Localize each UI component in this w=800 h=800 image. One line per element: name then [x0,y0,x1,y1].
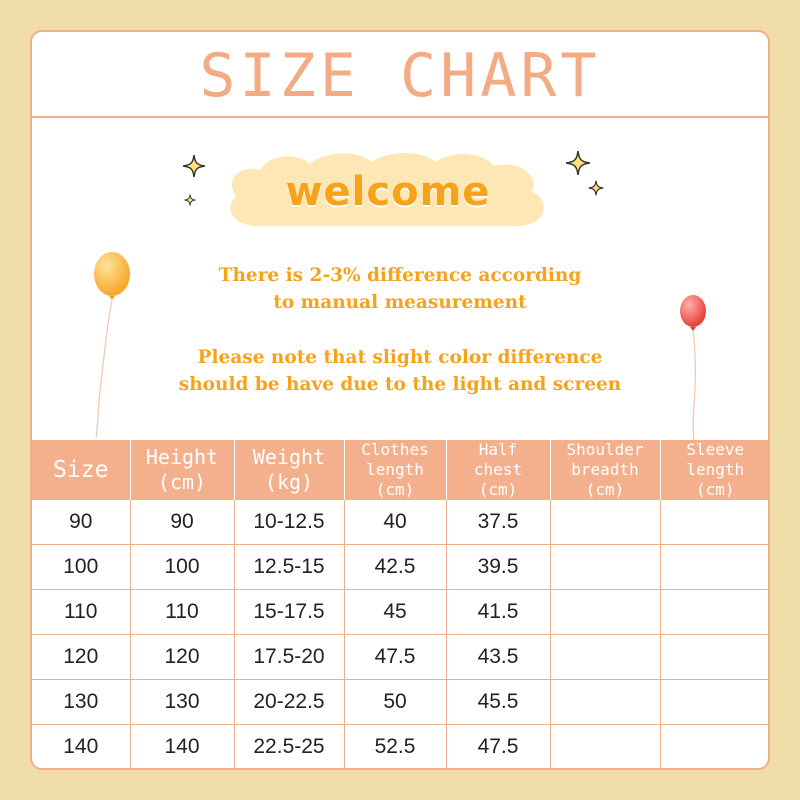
header-height: Height (cm) [130,440,235,500]
note-line: to manual measurement [273,292,527,313]
cell-size: 100 [32,544,131,590]
cell-height: 130 [130,679,235,725]
cell-sleeve-length [660,634,768,680]
cell-weight: 15-17.5 [234,589,345,635]
cell-half-chest: 43.5 [446,634,551,680]
cell-sleeve-length [660,589,768,635]
header-weight: Weight (kg) [234,440,345,500]
sparkle-icon [565,150,591,176]
cell-shoulder-breadth [550,634,661,680]
cell-clothes-length: 45 [344,589,447,635]
cell-weight: 10-12.5 [234,500,345,545]
table-row: 140 140 22.5-25 52.5 47.5 [32,724,768,769]
header-size: Size [32,440,131,500]
balloon-orange-icon [94,252,130,439]
cell-shoulder-breadth [550,724,661,768]
cell-weight: 22.5-25 [234,724,345,768]
welcome-text: welcome [285,169,491,215]
cell-clothes-length: 50 [344,679,447,725]
note-line: should be have due to the light and scre… [178,374,622,395]
cell-sleeve-length [660,544,768,590]
note-line: Please note that slight color difference [197,347,603,368]
page-title: SIZE CHART [199,41,601,111]
size-table: Size Height (cm) Weight (kg) Clothes len… [32,440,768,769]
cell-height: 140 [130,724,235,768]
size-chart-card: SIZE CHART welcome [30,30,770,770]
cell-clothes-length: 52.5 [344,724,447,768]
cell-weight: 20-22.5 [234,679,345,725]
cell-shoulder-breadth [550,544,661,590]
cell-height: 90 [130,500,235,545]
table-row: 100 100 12.5-15 42.5 39.5 [32,544,768,590]
table-row: 120 120 17.5-20 47.5 43.5 [32,634,768,680]
cell-clothes-length: 40 [344,500,447,545]
balloon-red-icon [680,295,706,443]
table-row: 110 110 15-17.5 45 41.5 [32,589,768,635]
cell-half-chest: 45.5 [446,679,551,725]
cell-shoulder-breadth [550,679,661,725]
cell-half-chest: 47.5 [446,724,551,768]
cell-sleeve-length [660,679,768,725]
sparkle-icon [588,180,604,196]
header-clothes-length: Clothes length (cm) [344,440,447,500]
cell-weight: 17.5-20 [234,634,345,680]
cell-height: 120 [130,634,235,680]
sparkle-icon [184,194,196,206]
note-line: There is 2-3% difference according [218,265,582,286]
header-sleeve-length: Sleeve length (cm) [660,440,768,500]
color-note: Please note that slight color difference… [32,344,768,398]
cell-size: 120 [32,634,131,680]
cell-half-chest: 41.5 [446,589,551,635]
cell-weight: 12.5-15 [234,544,345,590]
table-row: 130 130 20-22.5 50 45.5 [32,679,768,725]
table-row: 90 90 10-12.5 40 37.5 [32,500,768,545]
table-header-row: Size Height (cm) Weight (kg) Clothes len… [32,440,768,500]
measurement-note: There is 2-3% difference according to ma… [32,262,768,316]
cell-size: 130 [32,679,131,725]
cell-sleeve-length [660,725,768,769]
cell-sleeve-length [660,500,768,545]
cell-shoulder-breadth [550,500,661,545]
cell-shoulder-breadth [550,589,661,635]
cell-height: 100 [130,544,235,590]
sparkle-icon [182,154,206,178]
header-shoulder-breadth: Shoulder breadth (cm) [550,440,661,500]
cell-clothes-length: 42.5 [344,544,447,590]
cell-height: 110 [130,589,235,635]
header-half-chest: Half chest (cm) [446,440,551,500]
cell-half-chest: 37.5 [446,500,551,545]
title-band: SIZE CHART [32,32,768,118]
cell-size: 90 [32,500,131,545]
cell-size: 110 [32,589,131,635]
cell-size: 140 [32,724,131,768]
cell-half-chest: 39.5 [446,544,551,590]
cell-clothes-length: 47.5 [344,634,447,680]
welcome-banner: welcome [218,150,558,234]
cloud-icon [230,153,544,226]
